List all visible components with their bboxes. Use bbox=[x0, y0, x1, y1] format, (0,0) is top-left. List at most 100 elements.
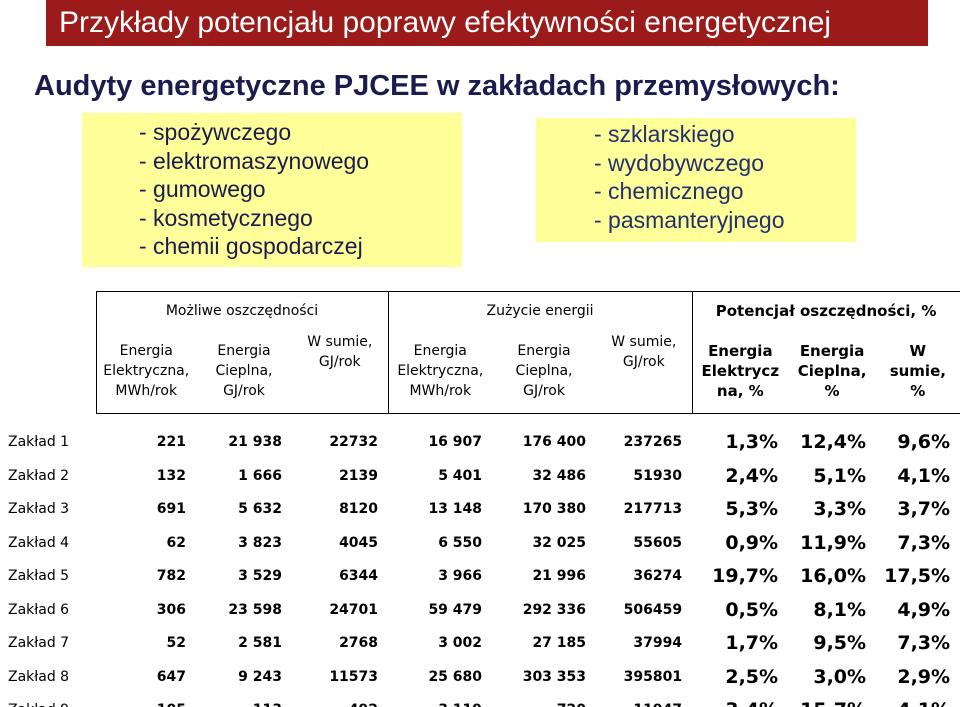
value-cell: 221 bbox=[156, 434, 186, 451]
value-cell: 51930 bbox=[633, 467, 683, 484]
group-header-cell: Potencjał oszczędności, % bbox=[691, 291, 960, 330]
savings-table: Możliwe oszczędności Zużycie energii Pot… bbox=[0, 291, 960, 707]
value-cell: 1 666 bbox=[238, 467, 282, 484]
value-cell: 6 550 bbox=[438, 534, 483, 551]
row-label: Zakład 9 bbox=[0, 694, 96, 707]
percent-cell: 3,4% bbox=[692, 694, 788, 707]
percent-cell: 16,0% bbox=[800, 565, 867, 588]
percent-cell: 7,3% bbox=[897, 632, 951, 655]
percent-cell: 11,9% bbox=[800, 531, 867, 554]
value-cell: 62 bbox=[166, 534, 186, 551]
value-cell: 21 996 bbox=[532, 568, 587, 585]
table-row: Zakład 4 62 3 823 4045 6 550 32 025 55605 0,9% 1… bbox=[0, 526, 960, 560]
percent-cell: 4,1% bbox=[897, 464, 951, 487]
value-cell: 647 bbox=[156, 668, 186, 685]
value-cell: 3 529 bbox=[238, 568, 282, 585]
table-row: Zakład 2 132 1 666 2139 5 401 32 486 51930 2,4%… bbox=[0, 459, 960, 493]
value-cell: 24701 bbox=[329, 601, 379, 618]
sector-item: - spożywczego bbox=[139, 119, 292, 145]
column-header-cell: Energia Elektryczna, MWh/rok bbox=[387, 329, 493, 414]
value-cell: 691 bbox=[156, 501, 186, 518]
value-cell: 782 bbox=[156, 568, 186, 585]
value-cell: 292 336 bbox=[522, 601, 587, 618]
row-label: Zakład 7 bbox=[8, 635, 70, 652]
value-cell: 59 479 bbox=[428, 601, 483, 618]
row-label: Zakład 3 bbox=[8, 501, 70, 518]
value-cell: 3 119 bbox=[388, 694, 492, 707]
value-cell: 720 bbox=[492, 694, 596, 707]
table-row: Zakład 6 306 23 598 24701 59 479 292 336 50645… bbox=[0, 593, 960, 627]
sector-item: - szklarskiego bbox=[594, 121, 735, 147]
percent-cell: 2,5% bbox=[725, 665, 779, 688]
percent-cell: 9,6% bbox=[897, 431, 951, 454]
percent-cell: 5,1% bbox=[813, 464, 867, 487]
value-cell: 37994 bbox=[633, 635, 683, 652]
value-cell: 23 598 bbox=[228, 601, 282, 618]
row-label: Zakład 5 bbox=[8, 568, 70, 585]
row-label: Zakład 1 bbox=[8, 434, 70, 451]
table-row: Zakład 7 52 2 581 2768 3 002 27 185 37994 1,7% 9… bbox=[0, 627, 960, 661]
row-label: Zakład 2 bbox=[8, 467, 70, 484]
value-cell: 32 486 bbox=[532, 467, 587, 484]
value-cell: 4045 bbox=[339, 534, 379, 551]
sectors-box-right: - szklarskiego - wydobywczego - chemiczn… bbox=[536, 118, 856, 242]
table-row: Zakład 91051134923 119720119473,4%15,7%4… bbox=[0, 694, 960, 707]
value-cell: 3 002 bbox=[438, 635, 483, 652]
value-cell: 176 400 bbox=[522, 434, 587, 451]
table-row: Zakład 8 647 9 243 11573 25 680 303 353 395801… bbox=[0, 660, 960, 694]
value-cell: 5 401 bbox=[438, 467, 483, 484]
percent-cell: 2,9% bbox=[897, 665, 951, 688]
value-cell: 5 632 bbox=[238, 501, 282, 518]
value-cell: 105 bbox=[96, 694, 196, 707]
table-row: Zakład 3 691 5 632 8120 13 148 170 380 217713 5… bbox=[0, 493, 960, 527]
value-cell: 11947 bbox=[596, 694, 692, 707]
value-cell: 3 823 bbox=[238, 534, 282, 551]
value-cell: 36274 bbox=[633, 568, 683, 585]
sector-item: - wydobywczego bbox=[594, 149, 765, 176]
sector-item: - pasmanteryjnego bbox=[594, 206, 785, 233]
row-label: Zakład 4 bbox=[8, 534, 70, 551]
value-cell: 237265 bbox=[623, 434, 683, 451]
row-label: Zakład 6 bbox=[8, 601, 70, 618]
sectors-box-left: - spożywczego - elektromaszynowego - gum… bbox=[82, 113, 462, 267]
sector-item: - gumowego bbox=[139, 176, 266, 202]
slide-title: Przykłady potencjału poprawy efektywnośc… bbox=[46, 0, 928, 46]
percent-cell: 4,9% bbox=[897, 598, 951, 621]
percent-cell: 1,3% bbox=[725, 431, 779, 454]
value-cell: 2139 bbox=[339, 467, 379, 484]
sector-item: - elektromaszynowego bbox=[139, 147, 370, 174]
percent-cell: 1,7% bbox=[725, 632, 779, 655]
percent-cell: 3,0% bbox=[813, 665, 867, 688]
row-label: Zakład 8 bbox=[8, 668, 70, 685]
percent-cell: 3,7% bbox=[897, 498, 951, 521]
sector-item: - kosmetycznego bbox=[139, 204, 313, 231]
column-header-cell: W sumie, GJ/rok bbox=[596, 329, 693, 414]
value-cell: 303 353 bbox=[522, 668, 587, 685]
percent-cell: 8,1% bbox=[813, 598, 867, 621]
percent-cell: 2,4% bbox=[725, 464, 779, 487]
value-cell: 25 680 bbox=[428, 668, 483, 685]
value-cell: 113 bbox=[196, 694, 292, 707]
value-cell: 306 bbox=[156, 601, 186, 618]
group-header-cell: Zużycie energii bbox=[387, 291, 693, 330]
value-cell: 13 148 bbox=[428, 501, 483, 518]
percent-cell: 12,4% bbox=[800, 431, 867, 454]
value-cell: 52 bbox=[166, 635, 186, 652]
value-cell: 6344 bbox=[339, 568, 379, 585]
column-header-cell: Energia Cieplna,% bbox=[788, 329, 877, 414]
sector-item: - chemicznego bbox=[594, 178, 744, 204]
percent-cell: 19,7% bbox=[712, 565, 779, 588]
value-cell: 16 907 bbox=[428, 434, 483, 451]
value-cell: 9 243 bbox=[238, 668, 282, 685]
value-cell: 395801 bbox=[623, 668, 683, 685]
table-row: Zakład 5 782 3 529 6344 3 966 21 996 36274 19,7… bbox=[0, 560, 960, 594]
table-column-header: Energia Elektryczna, MWh/rok Energia Ciepln… bbox=[0, 329, 960, 414]
percent-cell: 5,3% bbox=[725, 498, 779, 521]
value-cell: 492 bbox=[292, 694, 388, 707]
percent-cell: 7,3% bbox=[897, 531, 951, 554]
percent-cell: 17,5% bbox=[884, 565, 951, 588]
value-cell: 27 185 bbox=[532, 635, 587, 652]
slide-subtitle: Audyty energetyczne PJCEE w zakładach pr… bbox=[34, 70, 840, 102]
value-cell: 32 025 bbox=[532, 534, 587, 551]
